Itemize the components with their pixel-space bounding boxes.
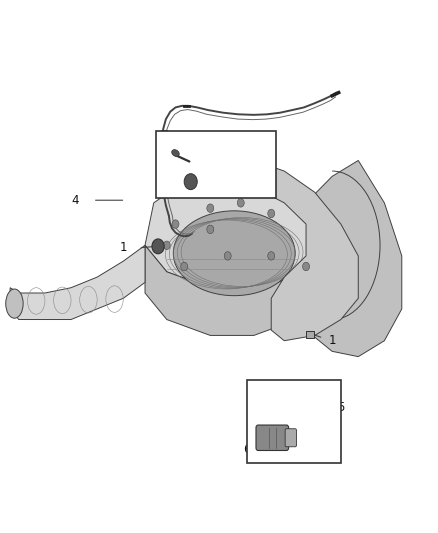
Text: 1: 1 (328, 334, 336, 347)
Circle shape (303, 262, 310, 271)
Text: 5: 5 (337, 400, 345, 414)
Text: 3: 3 (257, 170, 264, 183)
Text: 6: 6 (244, 443, 251, 456)
Bar (247, 381, 341, 463)
Ellipse shape (6, 289, 23, 318)
Circle shape (237, 199, 244, 207)
Bar (156, 131, 276, 198)
Circle shape (207, 204, 214, 213)
FancyBboxPatch shape (285, 429, 297, 447)
Polygon shape (145, 245, 323, 335)
Polygon shape (145, 171, 323, 288)
Text: 2: 2 (211, 133, 219, 146)
Bar (306, 330, 314, 338)
Circle shape (207, 225, 214, 233)
Circle shape (181, 262, 187, 271)
Ellipse shape (172, 150, 179, 157)
Circle shape (163, 241, 170, 249)
FancyBboxPatch shape (256, 425, 289, 450)
Circle shape (172, 220, 179, 228)
Text: 4: 4 (72, 193, 79, 207)
Text: 1: 1 (120, 241, 127, 254)
Polygon shape (276, 160, 402, 357)
Circle shape (152, 239, 164, 254)
Polygon shape (219, 160, 358, 341)
Circle shape (224, 252, 231, 260)
Ellipse shape (173, 211, 295, 296)
Circle shape (268, 252, 275, 260)
Circle shape (268, 209, 275, 217)
Circle shape (184, 174, 197, 190)
Polygon shape (10, 245, 145, 319)
